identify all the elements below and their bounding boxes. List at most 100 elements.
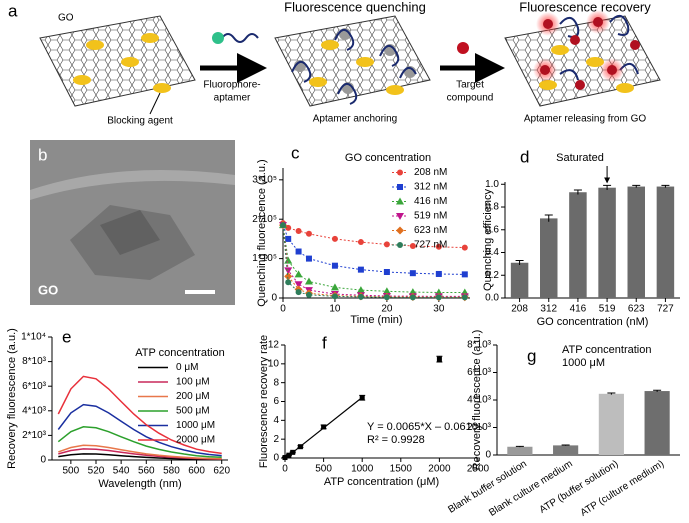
x-tick-label: 620 <box>213 466 230 477</box>
marker <box>435 243 442 250</box>
series-line <box>282 225 465 298</box>
legend-label: 2000 μM <box>176 435 215 446</box>
panel-label: a <box>8 1 18 20</box>
marker <box>397 184 403 190</box>
x-tick-label: 312 <box>540 304 557 315</box>
x-tick-label: ATP (culture medium) <box>579 458 667 518</box>
panel-label: c <box>291 143 300 162</box>
error-bar <box>515 259 524 266</box>
marker <box>305 255 312 262</box>
annotation: Saturated <box>556 152 604 164</box>
panel-label: e <box>62 327 71 346</box>
y-tick-label: 8*10³ <box>467 340 492 351</box>
marker <box>461 244 468 251</box>
y-tick-label: 6*10³ <box>467 367 492 378</box>
bar <box>510 262 529 298</box>
y-axis-label: Quenching efficiency <box>482 189 494 291</box>
error-bar <box>573 189 582 195</box>
panel-label: f <box>322 333 327 352</box>
series-line <box>282 224 465 275</box>
stage-title: Fluorescence recovery <box>519 0 651 14</box>
panel-label: b <box>38 145 47 164</box>
bar <box>553 445 579 455</box>
step-label: Target <box>456 80 484 91</box>
stage-caption: Aptamer anchoring <box>313 114 398 125</box>
error-bar <box>544 214 553 222</box>
x-tick-label: Blank culture medium <box>487 458 574 518</box>
error-bar <box>632 184 641 188</box>
stage-caption: Aptamer releasing from GO <box>524 114 646 125</box>
bar <box>540 218 558 298</box>
x-tick-label: 520 <box>88 466 105 477</box>
bar <box>644 391 670 455</box>
marker <box>331 293 338 300</box>
point <box>282 455 288 461</box>
marker <box>396 197 404 205</box>
y-tick-label: 6*10³ <box>22 381 47 392</box>
marker <box>356 286 365 294</box>
y-tick-label: 0.2 <box>485 270 499 281</box>
y-tick-label: 0 <box>40 455 46 466</box>
series-line <box>282 225 465 297</box>
x-tick-label: 2500 <box>467 464 490 475</box>
legend-label: 100 μM <box>176 377 210 388</box>
fluorescent-targets <box>212 10 640 90</box>
x-axis-label: Wavelength (nm) <box>98 478 181 490</box>
x-tick-label: 540 <box>113 466 130 477</box>
y-axis-label: Recovery fluorescence (a.u.) <box>471 330 483 471</box>
legend-label: 0 μM <box>176 362 198 373</box>
y-tick-label: 2*10³ <box>22 430 47 441</box>
marker <box>383 294 390 301</box>
point <box>297 444 303 450</box>
annotation: Y = 0.0065*X – 0.0610 <box>367 421 478 433</box>
marker <box>397 169 403 176</box>
marker <box>357 293 364 300</box>
y-tick-label: 8 <box>273 377 279 388</box>
scale-bar <box>185 290 215 294</box>
x-axis-label: Time (min) <box>350 314 402 326</box>
x-tick-label: ATP (buffer solution) <box>538 458 621 515</box>
marker <box>382 287 391 295</box>
x-axis-label: ATP concentration (μM) <box>324 476 439 488</box>
x-tick-label: 623 <box>628 304 645 315</box>
marker <box>305 291 312 298</box>
bar <box>598 187 616 298</box>
y-tick-label: 4 <box>273 415 279 426</box>
marker <box>409 270 416 277</box>
error-bar <box>515 445 524 448</box>
x-axis-label: GO concentration (nM) <box>537 316 649 328</box>
annotation: ATP concentration <box>562 344 651 356</box>
error-bar <box>603 184 612 190</box>
y-tick-label: 1*10⁴ <box>21 332 46 343</box>
y-tick-label: 3*10⁵ <box>252 174 277 185</box>
marker <box>357 239 364 246</box>
y-tick-label: 0.0 <box>485 293 499 304</box>
marker <box>357 266 364 273</box>
graphene-sheet <box>504 15 661 107</box>
legend-label: 200 μM <box>176 391 210 402</box>
marker <box>331 262 338 269</box>
blocking-agent-label: Blocking agent <box>107 116 173 127</box>
marker <box>285 224 292 231</box>
y-tick-label: 12 <box>268 340 280 351</box>
error-bar <box>607 392 616 395</box>
y-tick-label: 2*10³ <box>467 422 492 433</box>
x-tick-label: 727 <box>657 304 674 315</box>
marker <box>280 222 286 229</box>
step-label: compound <box>447 93 494 104</box>
image-texture <box>100 210 160 255</box>
marker <box>383 269 390 275</box>
marker <box>305 230 312 237</box>
y-tick-label: 0 <box>273 453 279 464</box>
bar <box>656 186 675 298</box>
point <box>286 452 292 458</box>
marker <box>295 289 302 296</box>
y-tick-label: 1.0 <box>485 179 499 190</box>
series-line <box>57 375 222 455</box>
x-tick-label: 560 <box>138 466 155 477</box>
bar <box>569 192 587 298</box>
y-tick-label: 2*10⁵ <box>252 214 277 225</box>
marker <box>294 270 303 278</box>
marker <box>396 226 404 235</box>
y-tick-label: 8*10³ <box>22 356 47 367</box>
